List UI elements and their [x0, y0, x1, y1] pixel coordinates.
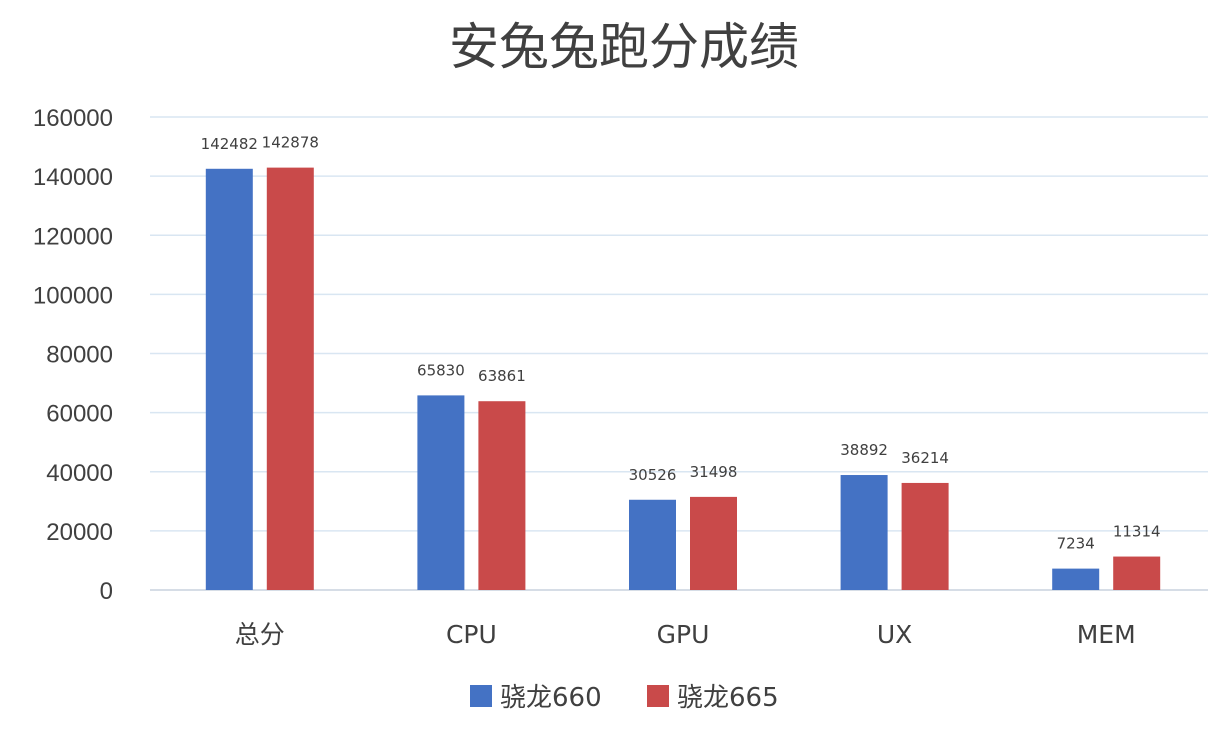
y-tick-label: 20000: [46, 519, 113, 546]
y-tick-label: 40000: [46, 460, 113, 487]
data-label: 65830: [417, 361, 465, 379]
grid-layer: [150, 116, 1208, 591]
data-label: 142482: [201, 135, 258, 153]
bar-s660-1: [417, 395, 465, 590]
bar-s665-2: [690, 496, 737, 590]
bar-s665-4: [1113, 556, 1161, 590]
x-tick-label: UX: [877, 620, 912, 649]
legend-swatch: [470, 685, 492, 707]
data-label: 31498: [690, 463, 738, 481]
legend-label: 骁龙665: [677, 683, 779, 713]
y-tick-label: 140000: [33, 164, 113, 191]
legend-swatch: [647, 685, 669, 707]
x-tick-label: CPU: [446, 620, 497, 649]
x-tick-label: GPU: [657, 620, 710, 649]
bars-layer: [205, 167, 1161, 590]
chart-title: 安兔兔跑分成绩: [449, 18, 799, 76]
y-tick-label: 80000: [46, 342, 113, 369]
data-labels-layer: 142482 142878 65830 63861 30526 31498 38892 362…: [201, 134, 1161, 553]
bar-s665-1: [478, 401, 526, 590]
data-label: 7234: [1057, 535, 1095, 553]
y-tick-label: 60000: [46, 401, 113, 428]
data-label: 30526: [629, 466, 677, 484]
y-tick-label: 120000: [33, 223, 113, 250]
legend-label: 骁龙660: [500, 683, 602, 713]
data-label: 63861: [478, 367, 526, 385]
bar-s660-3: [840, 475, 888, 590]
bar-s665-0: [266, 167, 314, 590]
bar-s665-3: [901, 482, 949, 590]
bar-s660-2: [629, 499, 676, 590]
legend: 骁龙660 骁龙665: [470, 683, 779, 713]
data-label: 11314: [1113, 523, 1161, 541]
data-label: 38892: [840, 441, 888, 459]
x-tick-label: MEM: [1077, 620, 1136, 649]
data-label: 142878: [262, 134, 319, 152]
y-tick-label: 100000: [33, 282, 113, 309]
x-axis-ticks: 总分 CPU GPU UX MEM: [235, 620, 1136, 649]
data-label: 36214: [901, 449, 949, 467]
y-tick-label: 160000: [33, 105, 113, 132]
y-tick-label: 0: [100, 578, 113, 605]
x-tick-label: 总分: [235, 620, 285, 649]
y-axis-ticks: 0 20000 40000 60000 80000 100000 120000 140000 1…: [33, 105, 113, 605]
bar-s660-0: [205, 168, 253, 590]
bar-s660-4: [1052, 568, 1100, 590]
